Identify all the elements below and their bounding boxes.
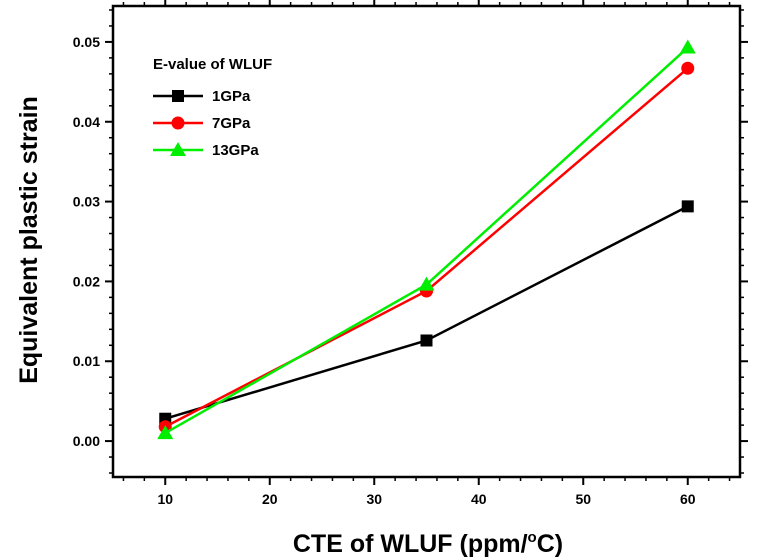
y-tick-label: 0.02: [73, 273, 100, 289]
legend-label: 13GPa: [212, 142, 259, 159]
series-13gpa: [157, 39, 696, 440]
data-point: [681, 61, 695, 75]
data-point: [157, 425, 174, 440]
x-tick-label: 50: [575, 491, 591, 507]
y-axis-title: Equivalent plastic strain: [15, 96, 43, 384]
x-tick-label: 30: [366, 491, 382, 507]
x-axis-title: CTE of WLUF (ppm/oC): [293, 529, 563, 558]
legend-marker: [171, 116, 185, 130]
plot-frame: [111, 4, 742, 479]
data-point: [679, 39, 696, 54]
legend-item-13gpa: 13GPa: [153, 142, 259, 159]
x-axis-title-end: C): [537, 530, 563, 558]
x-tick-label: 40: [471, 491, 487, 507]
legend-marker: [172, 90, 184, 102]
data-point: [418, 276, 435, 291]
y-tick-label: 0.05: [73, 34, 100, 50]
legend-marker: [170, 142, 186, 156]
legend-label: 1GPa: [212, 88, 251, 105]
y-tick-label: 0.00: [73, 433, 100, 449]
y-tick-label: 0.04: [73, 114, 100, 130]
data-point: [420, 334, 433, 347]
x-axis-title-superscript: o: [528, 529, 537, 546]
x-axis-title-main: CTE of WLUF (ppm/: [293, 530, 528, 558]
series-line: [164, 46, 689, 435]
data-point: [681, 200, 694, 213]
legend-label: 7GPa: [212, 115, 251, 132]
legend-item-7gpa: 7GPa: [153, 115, 251, 132]
legend-item-1gpa: 1GPa: [153, 88, 251, 105]
legend-title: E-value of WLUF: [153, 56, 272, 73]
x-tick-label: 10: [157, 491, 173, 507]
y-tick-label: 0.01: [73, 353, 100, 369]
y-tick-label: 0.03: [73, 194, 100, 210]
x-tick-label: 20: [262, 491, 278, 507]
x-tick-label: 60: [680, 491, 696, 507]
